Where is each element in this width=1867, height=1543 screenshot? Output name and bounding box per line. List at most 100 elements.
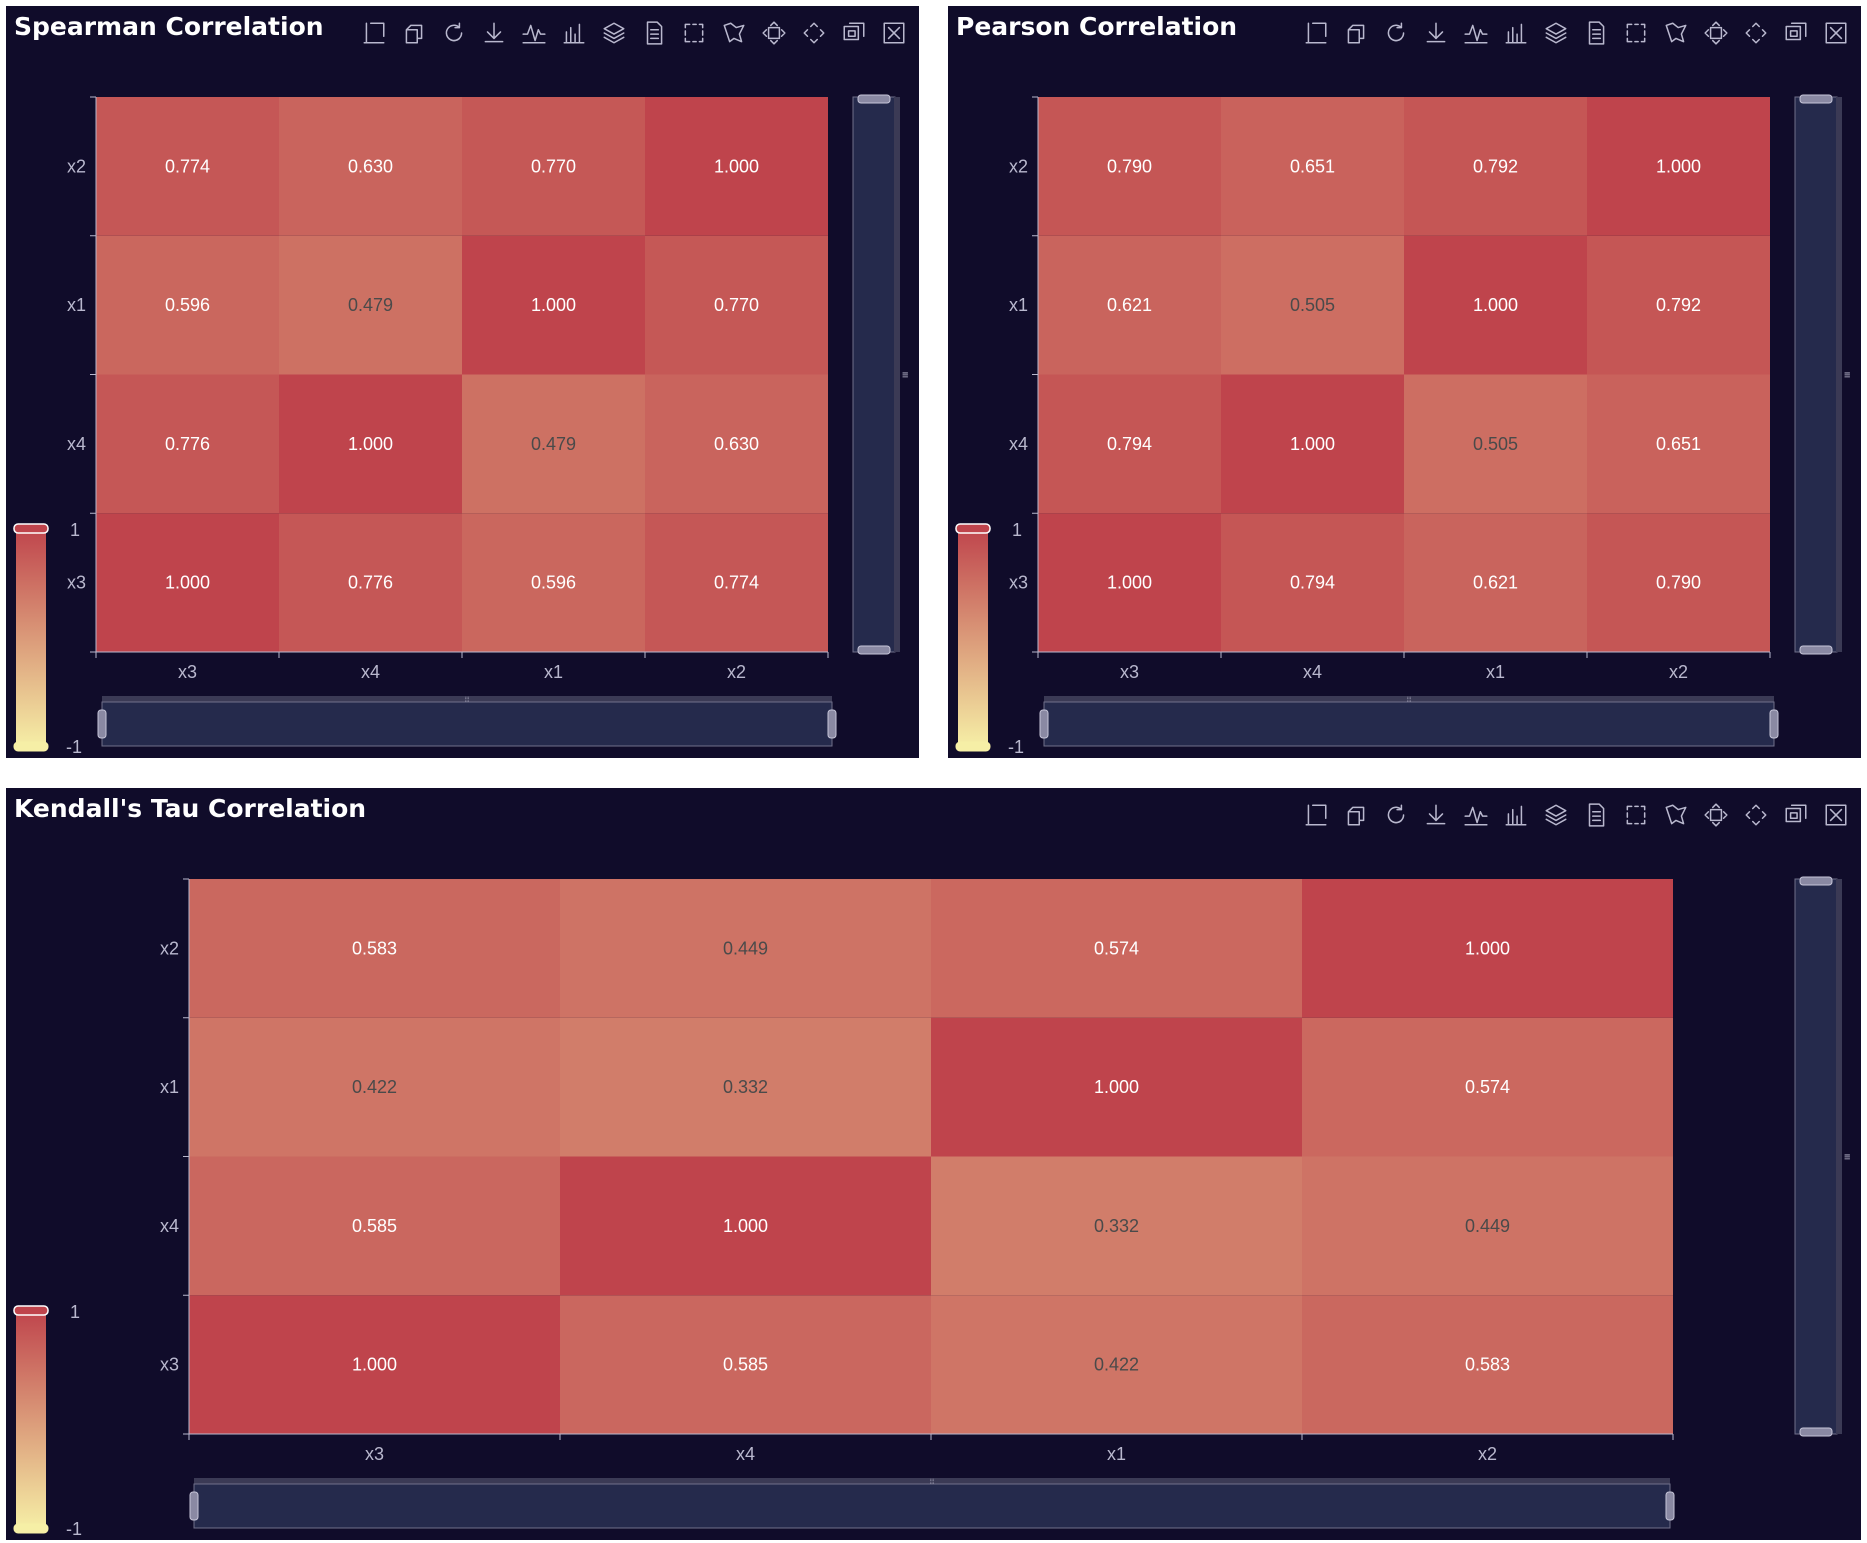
cell-value-label: 0.449 — [1465, 1216, 1510, 1236]
y-tick-label: x1 — [160, 1077, 179, 1097]
cell-value-label: 1.000 — [723, 1216, 768, 1236]
cell-value-label: 0.479 — [348, 295, 393, 315]
y-tick-label: x4 — [160, 1216, 179, 1236]
visual-map-bar[interactable] — [958, 528, 988, 747]
visual-map-max-label: 1 — [70, 520, 80, 540]
x-zoom-slider[interactable] — [194, 1484, 1670, 1528]
cell-value-label: 0.583 — [352, 938, 397, 958]
visual-map-min-label: -1 — [66, 737, 82, 757]
x-zoom-handle[interactable] — [828, 710, 836, 738]
x-zoom-handle[interactable] — [1770, 710, 1778, 738]
cell-value-label: 0.585 — [352, 1216, 397, 1236]
cell-value-label: 0.621 — [1473, 573, 1518, 593]
cell-value-label: 0.574 — [1094, 938, 1139, 958]
y-zoom-slider[interactable] — [853, 97, 895, 652]
y-tick-label: x3 — [67, 573, 86, 593]
x-zoom-handle[interactable] — [1040, 710, 1048, 738]
y-tick-label: x1 — [67, 295, 86, 315]
cell-value-label: 0.583 — [1465, 1355, 1510, 1375]
x-zoom-slider[interactable] — [1044, 702, 1774, 746]
y-zoom-handle[interactable] — [1800, 646, 1832, 654]
cell-value-label: 1.000 — [1290, 434, 1335, 454]
visual-map-handle-min[interactable] — [14, 742, 48, 751]
cell-value-label: 0.585 — [723, 1355, 768, 1375]
x-zoom-handle[interactable] — [190, 1492, 198, 1520]
visual-map-min-label: -1 — [66, 1519, 82, 1539]
cell-value-label: 0.770 — [531, 156, 576, 176]
x-tick-label: x4 — [1303, 662, 1322, 682]
cell-value-label: 1.000 — [714, 156, 759, 176]
y-tick-label: x4 — [1009, 434, 1028, 454]
cell-value-label: 0.794 — [1107, 434, 1152, 454]
cell-value-label: 0.574 — [1465, 1077, 1510, 1097]
x-tick-label: x4 — [361, 662, 380, 682]
visual-map-bar[interactable] — [16, 1310, 46, 1529]
kendall-heatmap: 1.000 0.585 0.422 0.583 0.585 1.000 0.332 0.449… — [6, 788, 1861, 1540]
x-tick-label: x3 — [1120, 662, 1139, 682]
cell-value-label: 1.000 — [531, 295, 576, 315]
visual-map-handle-min[interactable] — [956, 742, 990, 751]
cell-value-label: 0.449 — [723, 938, 768, 958]
visual-map-handle-max[interactable] — [956, 524, 990, 533]
cell-value-label: 0.630 — [348, 156, 393, 176]
visual-map-handle-max[interactable] — [14, 1306, 48, 1315]
x-zoom-grip-icon[interactable]: ⦙⦙⦙ — [930, 1478, 935, 1486]
y-zoom-handle[interactable] — [1800, 1428, 1832, 1436]
spearman-heatmap: 1.000 0.776 0.596 0.7740.776 1.000 0.479 0.630… — [6, 6, 919, 758]
x-tick-label: x1 — [544, 662, 563, 682]
x-tick-label: x1 — [1107, 1444, 1126, 1464]
visual-map-max-label: 1 — [70, 1302, 80, 1322]
cell-value-label: 0.479 — [531, 434, 576, 454]
cell-value-label: 0.422 — [1094, 1355, 1139, 1375]
x-zoom-handle[interactable] — [1666, 1492, 1674, 1520]
y-zoom-handle[interactable] — [858, 95, 890, 103]
visual-map-handle-min[interactable] — [14, 1524, 48, 1533]
cell-value-label: 0.596 — [531, 573, 576, 593]
cell-value-label: 0.792 — [1473, 156, 1518, 176]
y-zoom-slider[interactable] — [1795, 879, 1837, 1434]
y-zoom-grip-icon[interactable]: ≡ — [1844, 370, 1850, 382]
y-zoom-grip-icon[interactable]: ≡ — [1844, 1152, 1850, 1164]
x-tick-label: x1 — [1486, 662, 1505, 682]
cell-value-label: 0.770 — [714, 295, 759, 315]
cell-value-label: 1.000 — [1465, 938, 1510, 958]
x-zoom-slider[interactable] — [102, 702, 832, 746]
x-tick-label: x2 — [1669, 662, 1688, 682]
y-zoom-handle[interactable] — [1800, 95, 1832, 103]
cell-value-label: 0.630 — [714, 434, 759, 454]
visual-map-max-label: 1 — [1012, 520, 1022, 540]
y-tick-label: x4 — [67, 434, 86, 454]
cell-value-label: 0.776 — [165, 434, 210, 454]
x-zoom-handle[interactable] — [98, 710, 106, 738]
cell-value-label: 0.790 — [1656, 573, 1701, 593]
x-zoom-grip-icon[interactable]: ⦙⦙⦙ — [465, 696, 470, 704]
y-zoom-slider[interactable] — [1795, 97, 1837, 652]
y-tick-label: x1 — [1009, 295, 1028, 315]
cell-value-label: 1.000 — [165, 573, 210, 593]
cell-value-label: 0.651 — [1290, 156, 1335, 176]
cell-value-label: 0.332 — [723, 1077, 768, 1097]
cell-value-label: 0.774 — [165, 156, 210, 176]
y-tick-label: x2 — [160, 938, 179, 958]
y-tick-label: x2 — [67, 156, 86, 176]
cell-value-label: 1.000 — [1107, 573, 1152, 593]
cell-value-label: 0.790 — [1107, 156, 1152, 176]
cell-value-label: 0.596 — [165, 295, 210, 315]
spearman-panel: Spearman Correlation 1.000 0.776 0.596 0.77… — [6, 6, 919, 758]
x-zoom-grip-icon[interactable]: ⦙⦙⦙ — [1407, 696, 1412, 704]
visual-map-bar[interactable] — [16, 528, 46, 747]
y-zoom-grip-icon[interactable]: ≡ — [902, 370, 908, 382]
cell-value-label: 0.422 — [352, 1077, 397, 1097]
x-tick-label: x4 — [736, 1444, 755, 1464]
visual-map-handle-max[interactable] — [14, 524, 48, 533]
cell-value-label: 0.621 — [1107, 295, 1152, 315]
y-zoom-handle[interactable] — [858, 646, 890, 654]
y-tick-label: x3 — [160, 1355, 179, 1375]
cell-value-label: 1.000 — [1094, 1077, 1139, 1097]
y-zoom-handle[interactable] — [1800, 877, 1832, 885]
cell-value-label: 0.505 — [1290, 295, 1335, 315]
cell-value-label: 1.000 — [1473, 295, 1518, 315]
cell-value-label: 0.332 — [1094, 1216, 1139, 1236]
pearson-panel: Pearson Correlation 1.000 0.794 0.621 0.790… — [948, 6, 1861, 758]
cell-value-label: 0.505 — [1473, 434, 1518, 454]
